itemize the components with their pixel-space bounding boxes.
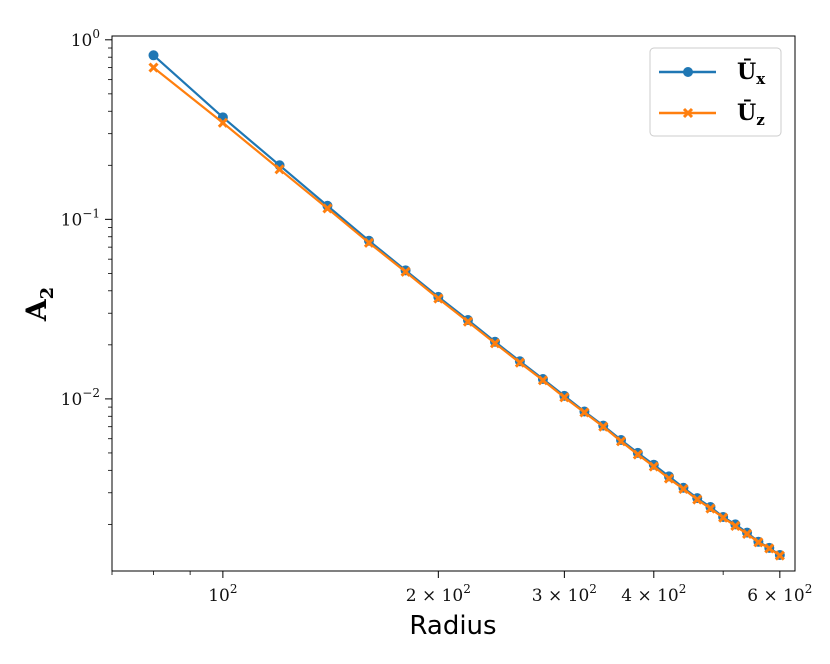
y-axis-title-subscript: 2 — [37, 287, 58, 300]
y-minor-ticks — [108, 47, 112, 525]
data-point-z — [537, 375, 548, 386]
y-tick-label-base: 10 — [61, 390, 83, 410]
data-point-z — [764, 543, 775, 554]
data-point-z — [774, 550, 785, 561]
data-point-z — [742, 528, 753, 539]
data-point-z — [692, 494, 703, 505]
x-tick-label-base: 6 × 10 — [747, 586, 805, 606]
x-tick-label: 6 × 102 — [747, 582, 812, 606]
x-tick-label: 4 × 102 — [621, 582, 686, 606]
data-point-z — [322, 203, 333, 214]
y-tick-label: 100 — [71, 27, 100, 51]
y-axis-title-main: A — [20, 298, 53, 322]
data-point-z — [753, 537, 764, 548]
data-point-z — [462, 316, 474, 327]
legend-label-ux-sub: x — [756, 70, 766, 88]
data-point-z — [400, 266, 411, 277]
data-point-z — [648, 461, 659, 472]
x-tick-label-exp: 2 — [230, 582, 238, 596]
data-point-z — [663, 473, 675, 484]
legend-marker-uz — [682, 107, 694, 119]
data-point-z — [433, 293, 444, 304]
data-point-x — [322, 200, 333, 211]
x-axis-ticks: 102 2 × 102 3 × 102 4 × 102 6 × 102 — [208, 571, 812, 606]
data-point-x — [663, 471, 674, 482]
legend: Ūx Ūz — [649, 47, 782, 137]
y-tick-label-base: 10 — [61, 210, 83, 230]
series-z — [148, 62, 785, 561]
x-tick-label: 3 × 102 — [532, 582, 597, 606]
x-tick-label-base: 2 × 10 — [406, 586, 464, 606]
data-point-z — [718, 512, 729, 523]
legend-label-uz-sub: z — [756, 111, 765, 129]
x-tick-label: 2 × 102 — [406, 582, 471, 606]
x-axis-title: Radius — [409, 611, 496, 641]
data-point-z — [705, 503, 716, 514]
data-point-z — [598, 421, 609, 432]
x-minor-ticks — [111, 571, 724, 575]
x-tick-label: 102 — [208, 582, 237, 606]
legend-marker-ux — [683, 67, 693, 77]
x-tick-label-exp: 2 — [679, 582, 687, 596]
legend-label-ux: Ūx — [737, 58, 766, 88]
x-tick-label-base: 3 × 10 — [532, 586, 590, 606]
x-tick-label-exp: 2 — [589, 582, 597, 596]
legend-label-ux-main: Ū — [737, 58, 756, 85]
data-point-z — [148, 62, 159, 73]
data-point-z — [363, 237, 375, 248]
series-line-z — [152, 66, 781, 557]
data-point-z — [274, 164, 285, 175]
y-tick-label-exp: 0 — [92, 27, 100, 41]
y-tick-label-exp: −2 — [82, 386, 100, 400]
y-tick-label: 10−1 — [61, 206, 100, 230]
legend-label-uz: Ūz — [737, 99, 765, 129]
y-tick-label: 10−2 — [61, 386, 100, 410]
data-point-z — [730, 520, 741, 532]
data-point-z — [217, 117, 228, 128]
data-point-x — [148, 50, 159, 61]
series-layer — [148, 50, 785, 561]
y-axis-title: A2 — [20, 287, 58, 322]
x-tick-label-base: 4 × 10 — [621, 586, 679, 606]
x-tick-label-base: 10 — [208, 586, 230, 606]
x-tick-label-exp: 2 — [463, 582, 471, 596]
data-point-z — [632, 449, 643, 460]
data-point-z — [678, 483, 689, 495]
y-tick-label-base: 10 — [71, 31, 93, 51]
data-point-z — [615, 436, 627, 447]
y-tick-label-exp: −1 — [82, 206, 100, 220]
data-point-z — [559, 392, 570, 403]
x-tick-label-exp: 2 — [805, 582, 813, 596]
data-point-z — [579, 407, 590, 418]
data-point-z — [489, 338, 501, 349]
plot-area-frame — [111, 35, 796, 572]
legend-label-uz-main: Ū — [737, 99, 756, 126]
data-point-z — [514, 357, 525, 368]
